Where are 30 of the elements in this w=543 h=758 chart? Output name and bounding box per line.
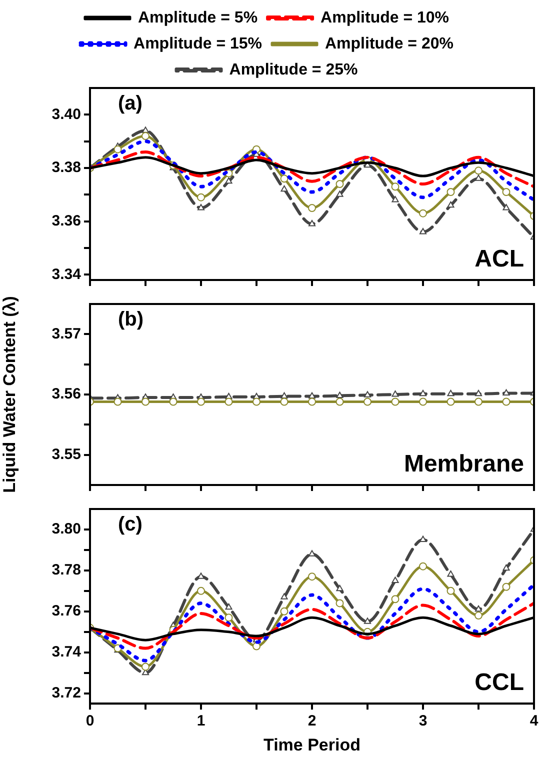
annotation: Membrane: [404, 450, 524, 478]
x-tick-label: 0: [86, 712, 94, 730]
x-tick-label: 4: [530, 712, 539, 730]
x-tick-label: 3: [418, 712, 428, 730]
y-tick-label: 3.34: [52, 266, 82, 283]
y-tick-label: 3.78: [52, 562, 81, 579]
annotation: (c): [118, 514, 142, 536]
legend-label: Amplitude = 10%: [320, 9, 450, 26]
annotation: (a): [118, 92, 142, 115]
y-tick-label: 3.56: [52, 386, 81, 403]
annotation: ACL: [474, 246, 524, 273]
legend-label: Amplitude = 25%: [229, 61, 358, 78]
text: 3.40: [52, 106, 81, 123]
legend-label: Amplitude = 5%: [138, 9, 258, 26]
y-tick-label: 3.57: [52, 325, 81, 342]
text: 3.80: [52, 520, 81, 538]
annotation: (b): [118, 308, 144, 331]
y-tick-label: 3.36: [52, 212, 81, 230]
legend-label: Amplitude = 20%: [325, 35, 454, 52]
y-tick-label: 3.74: [52, 644, 82, 661]
y-axis-title: Liquid Water Content (λ): [0, 296, 19, 493]
x-tick-label: 2: [308, 712, 316, 730]
legend-label: Amplitude = 15%: [134, 35, 262, 52]
y-tick-label: 3.76: [52, 602, 81, 620]
annotation: CCL: [474, 669, 524, 696]
y-tick-label: 3.72: [52, 684, 81, 702]
x-tick-label: 1: [196, 712, 206, 730]
y-tick-label: 3.38: [52, 159, 81, 176]
x-axis-title: Time Period: [264, 735, 360, 754]
y-tick-label: 3.55: [52, 446, 81, 463]
